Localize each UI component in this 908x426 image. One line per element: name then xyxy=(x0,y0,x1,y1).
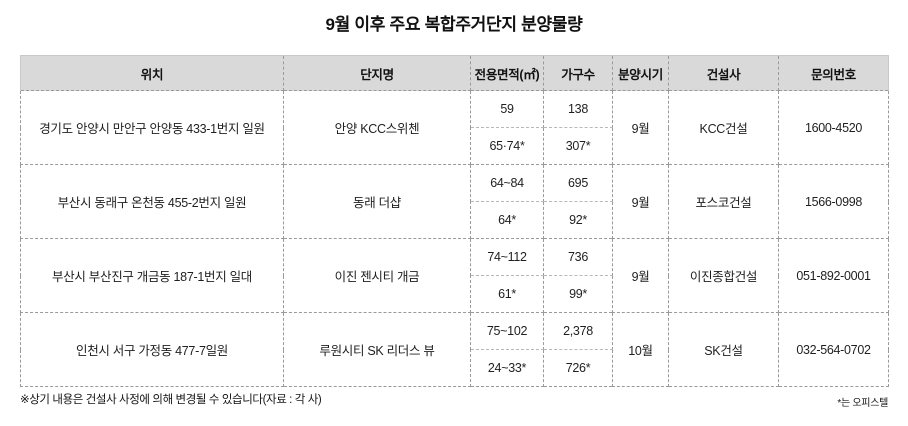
cell-units-primary: 695 xyxy=(543,164,613,202)
cell-area-secondary: 65·74* xyxy=(470,127,544,165)
table-row-sub: 64* 92* xyxy=(21,201,889,239)
cell-units-primary: 2,378 xyxy=(543,312,613,350)
table-body: 경기도 안양시 만안구 안양동 433-1번지 일원 안양 KCC스위첸 59 … xyxy=(20,90,889,387)
table-row-sub: 65·74* 307* xyxy=(21,127,889,165)
footnote-asterisk-legend: *는 오피스텔 xyxy=(837,398,888,409)
cell-phone: 051-892-0001 xyxy=(778,238,889,313)
cell-complex: 동래 더샵 xyxy=(283,164,471,239)
cell-area-primary: 64~84 xyxy=(470,164,544,202)
cell-period: 9월 xyxy=(612,90,669,165)
cell-units-primary: 138 xyxy=(543,90,613,128)
column-header-area: 전용면적(㎡) xyxy=(470,55,544,91)
table-row: 부산시 부산진구 개금동 187-1번지 일대 이진 젠시티 개금 74~112… xyxy=(20,238,889,313)
column-header-phone: 문의번호 xyxy=(778,55,889,91)
table-row: 인천시 서구 가정동 477-7일원 루원시티 SK 리더스 뷰 75~102 … xyxy=(20,312,889,387)
cell-period: 9월 xyxy=(612,164,669,239)
cell-location: 부산시 동래구 온천동 455-2번지 일원 xyxy=(20,164,284,239)
cell-builder: KCC건설 xyxy=(668,90,779,165)
cell-phone: 1566-0998 xyxy=(778,164,889,239)
cell-complex: 루원시티 SK 리더스 뷰 xyxy=(283,312,471,387)
cell-period: 10월 xyxy=(612,312,669,387)
table-row-sub: 61* 99* xyxy=(21,275,889,313)
cell-area-secondary: 64* xyxy=(470,201,544,239)
cell-units-secondary: 99* xyxy=(543,275,613,313)
cell-area-primary: 74~112 xyxy=(470,238,544,276)
column-header-builder: 건설사 xyxy=(668,55,779,91)
cell-builder: 포스코건설 xyxy=(668,164,779,239)
cell-builder: SK건설 xyxy=(668,312,779,387)
cell-phone: 032-564-0702 xyxy=(778,312,889,387)
cell-location: 경기도 안양시 만안구 안양동 433-1번지 일원 xyxy=(20,90,284,165)
column-header-units: 가구수 xyxy=(543,55,613,91)
cell-area-primary: 59 xyxy=(470,90,544,128)
cell-units-secondary: 92* xyxy=(543,201,613,239)
header-row: 위치 단지명 전용면적(㎡) 가구수 분양시기 건설사 문의번호 xyxy=(20,55,889,91)
cell-units-primary: 736 xyxy=(543,238,613,276)
table-row: 경기도 안양시 만안구 안양동 433-1번지 일원 안양 KCC스위첸 59 … xyxy=(20,90,889,165)
column-header-period: 분양시기 xyxy=(612,55,669,91)
cell-builder: 이진종합건설 xyxy=(668,238,779,313)
cell-units-secondary: 307* xyxy=(543,127,613,165)
cell-area-secondary: 24~33* xyxy=(470,349,544,387)
table-row: 부산시 동래구 온천동 455-2번지 일원 동래 더샵 64~84 695 9… xyxy=(20,164,889,239)
cell-area-secondary: 61* xyxy=(470,275,544,313)
footnote-disclaimer: ※상기 내용은 건설사 사정에 의해 변경될 수 있습니다(자료 : 각 사) xyxy=(20,394,322,406)
cell-complex: 안양 KCC스위첸 xyxy=(283,90,471,165)
cell-complex: 이진 젠시티 개금 xyxy=(283,238,471,313)
cell-area-primary: 75~102 xyxy=(470,312,544,350)
table-row-sub: 24~33* 726* xyxy=(21,349,889,387)
cell-location: 인천시 서구 가정동 477-7일원 xyxy=(20,312,284,387)
supply-table: 위치 단지명 전용면적(㎡) 가구수 분양시기 건설사 문의번호 경기도 안양시… xyxy=(20,55,889,387)
table-header: 위치 단지명 전용면적(㎡) 가구수 분양시기 건설사 문의번호 xyxy=(20,55,889,91)
cell-location: 부산시 부산진구 개금동 187-1번지 일대 xyxy=(20,238,284,313)
supply-table-container: 위치 단지명 전용면적(㎡) 가구수 분양시기 건설사 문의번호 경기도 안양시… xyxy=(20,55,889,387)
page-title: 9월 이후 주요 복합주거단지 분양물량 xyxy=(325,15,583,34)
cell-period: 9월 xyxy=(612,238,669,313)
column-header-location: 위치 xyxy=(20,55,284,91)
column-header-complex: 단지명 xyxy=(283,55,471,91)
cell-phone: 1600-4520 xyxy=(778,90,889,165)
cell-units-secondary: 726* xyxy=(543,349,613,387)
